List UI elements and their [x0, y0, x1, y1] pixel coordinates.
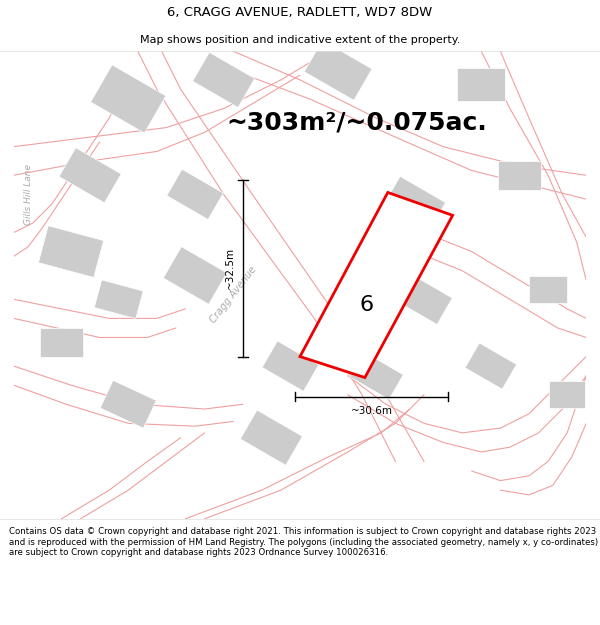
Text: ~303m²/~0.075ac.: ~303m²/~0.075ac.	[227, 111, 488, 135]
Polygon shape	[300, 192, 452, 378]
Text: Gills Hill Lane: Gills Hill Lane	[23, 164, 32, 225]
Text: 6: 6	[360, 294, 374, 314]
Polygon shape	[304, 41, 372, 101]
Polygon shape	[91, 65, 166, 133]
Polygon shape	[100, 381, 157, 428]
Polygon shape	[396, 274, 452, 324]
Polygon shape	[59, 148, 121, 203]
Polygon shape	[241, 410, 302, 465]
Polygon shape	[549, 381, 585, 408]
Polygon shape	[529, 276, 567, 303]
Polygon shape	[457, 68, 505, 101]
Polygon shape	[167, 169, 223, 219]
Polygon shape	[349, 352, 403, 399]
Text: ~32.5m: ~32.5m	[225, 248, 235, 289]
Text: Map shows position and indicative extent of the property.: Map shows position and indicative extent…	[140, 35, 460, 45]
Polygon shape	[465, 343, 517, 389]
Polygon shape	[262, 341, 319, 391]
Polygon shape	[383, 176, 446, 231]
Polygon shape	[193, 52, 255, 107]
Text: Contains OS data © Crown copyright and database right 2021. This information is : Contains OS data © Crown copyright and d…	[9, 528, 598, 557]
Text: ~30.6m: ~30.6m	[350, 406, 392, 416]
Polygon shape	[38, 226, 104, 278]
Polygon shape	[40, 328, 83, 356]
Polygon shape	[163, 247, 227, 304]
Polygon shape	[498, 161, 541, 189]
Text: 6, CRAGG AVENUE, RADLETT, WD7 8DW: 6, CRAGG AVENUE, RADLETT, WD7 8DW	[167, 6, 433, 19]
Text: Cragg Avenue: Cragg Avenue	[208, 264, 259, 325]
Polygon shape	[94, 280, 143, 319]
